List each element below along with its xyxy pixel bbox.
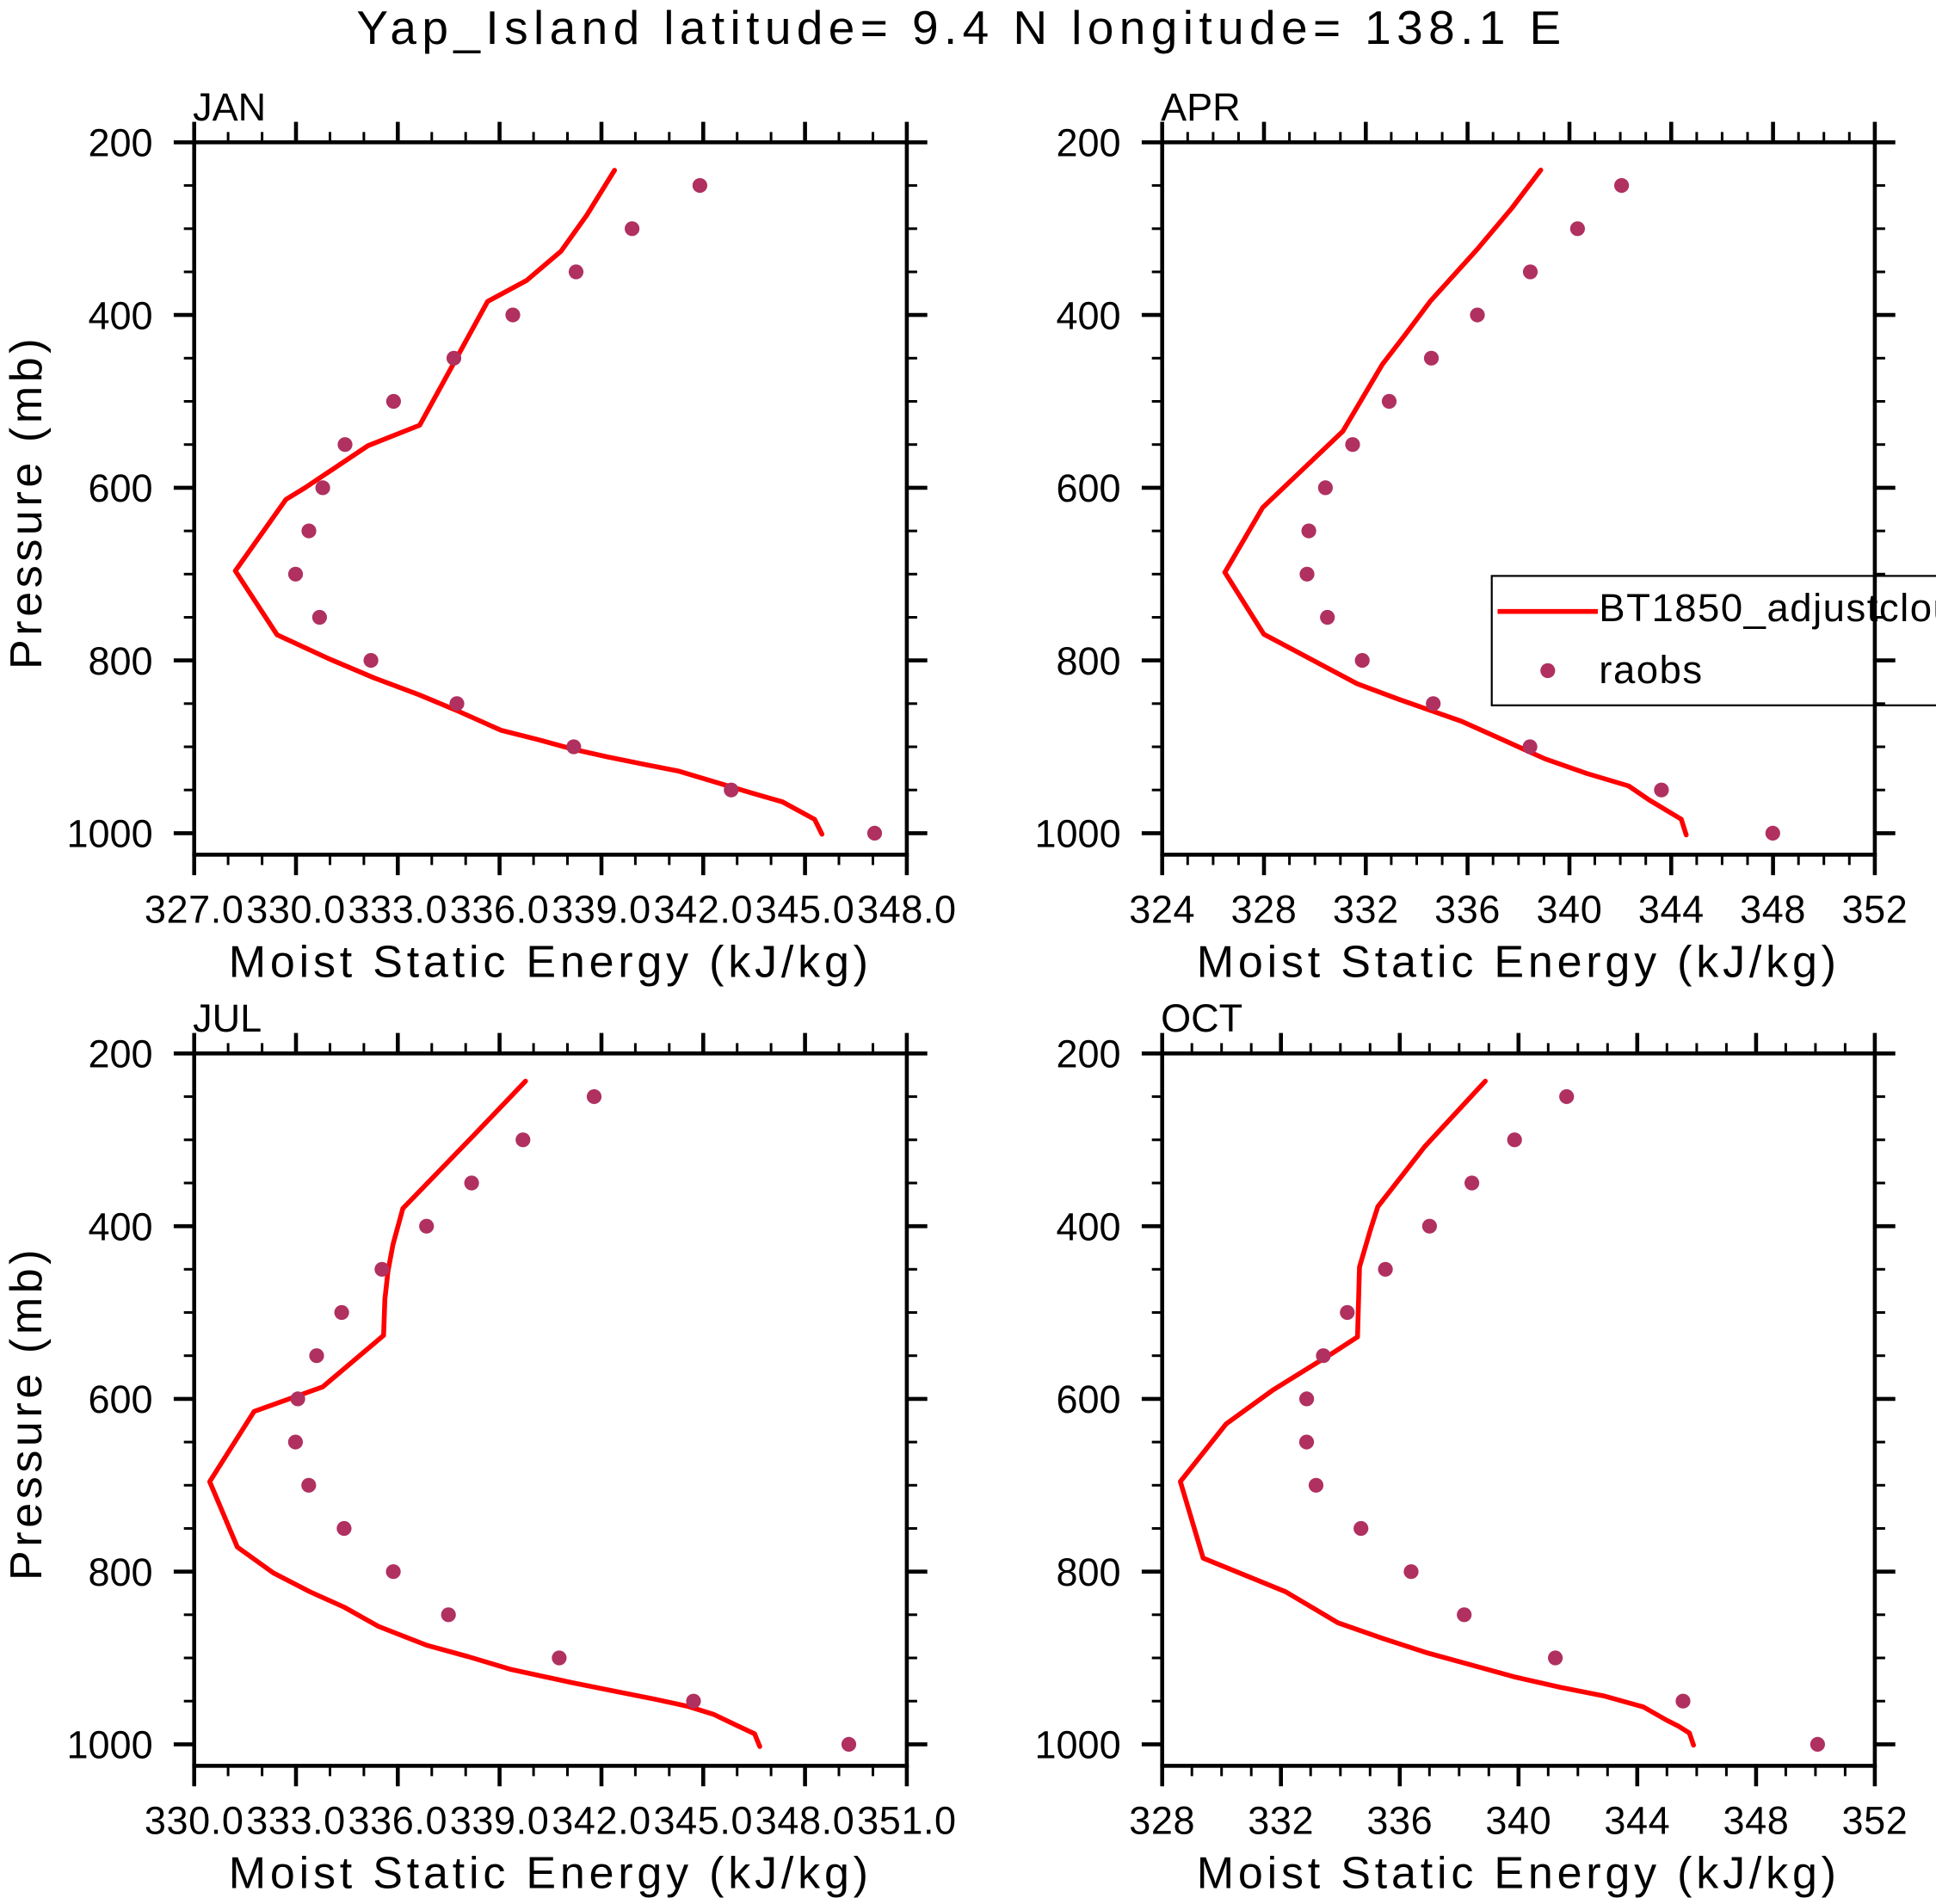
- svg-text:600: 600: [1057, 466, 1121, 510]
- svg-text:BT1850_adjustclouds: BT1850_adjustclouds: [1599, 586, 1936, 630]
- svg-text:332: 332: [1333, 888, 1399, 932]
- svg-text:351.0: 351.0: [857, 1799, 957, 1843]
- svg-text:344: 344: [1638, 888, 1705, 932]
- svg-text:800: 800: [89, 1550, 153, 1594]
- svg-text:200: 200: [89, 121, 153, 165]
- svg-text:348.0: 348.0: [857, 888, 957, 932]
- svg-text:345.0: 345.0: [755, 888, 855, 932]
- svg-text:1000: 1000: [66, 1723, 152, 1767]
- svg-text:Pressure (mb): Pressure (mb): [2, 1246, 52, 1581]
- svg-text:OCT: OCT: [1161, 996, 1242, 1040]
- svg-text:336.0: 336.0: [348, 1799, 447, 1843]
- svg-text:400: 400: [1057, 1205, 1121, 1248]
- svg-text:400: 400: [1057, 293, 1121, 337]
- svg-text:339.0: 339.0: [450, 1799, 550, 1843]
- svg-text:333.0: 333.0: [246, 1799, 346, 1843]
- svg-text:JUL: JUL: [193, 996, 262, 1040]
- svg-text:348: 348: [1723, 1799, 1789, 1843]
- svg-text:Moist Static Energy (kJ/kg): Moist Static Energy (kJ/kg): [1197, 937, 1840, 987]
- svg-text:800: 800: [1057, 639, 1121, 683]
- svg-text:348.0: 348.0: [755, 1799, 855, 1843]
- svg-text:352: 352: [1841, 1799, 1908, 1843]
- svg-text:Moist Static Energy (kJ/kg): Moist Static Energy (kJ/kg): [229, 937, 872, 987]
- svg-text:600: 600: [1057, 1377, 1121, 1421]
- svg-text:340: 340: [1537, 888, 1603, 932]
- svg-text:600: 600: [89, 466, 153, 510]
- svg-text:352: 352: [1841, 888, 1908, 932]
- svg-text:raobs: raobs: [1599, 648, 1703, 692]
- svg-text:Yap_Island latitude= 9.4 N l: Yap_Island latitude= 9.4 N longitude= 13…: [356, 1, 1566, 54]
- svg-text:336: 336: [1434, 888, 1501, 932]
- svg-text:330.0: 330.0: [145, 1799, 244, 1843]
- svg-text:800: 800: [89, 639, 153, 683]
- svg-text:200: 200: [1057, 121, 1121, 165]
- svg-text:1000: 1000: [1034, 812, 1120, 856]
- svg-text:400: 400: [89, 1205, 153, 1248]
- svg-text:200: 200: [89, 1032, 153, 1076]
- svg-text:340: 340: [1485, 1799, 1551, 1843]
- svg-text:332: 332: [1248, 1799, 1314, 1843]
- svg-text:344: 344: [1604, 1799, 1670, 1843]
- svg-text:342.0: 342.0: [552, 1799, 651, 1843]
- svg-text:328: 328: [1129, 1799, 1195, 1843]
- svg-text:800: 800: [1057, 1550, 1121, 1594]
- svg-text:200: 200: [1057, 1032, 1121, 1076]
- svg-text:345.0: 345.0: [653, 1799, 753, 1843]
- svg-text:400: 400: [89, 293, 153, 337]
- svg-text:1000: 1000: [66, 812, 152, 856]
- svg-text:JAN: JAN: [193, 85, 266, 129]
- svg-text:600: 600: [89, 1377, 153, 1421]
- svg-text:328: 328: [1231, 888, 1298, 932]
- svg-text:Moist Static Energy (kJ/kg): Moist Static Energy (kJ/kg): [1197, 1848, 1840, 1898]
- svg-text:348: 348: [1740, 888, 1806, 932]
- svg-text:339.0: 339.0: [552, 888, 651, 932]
- svg-text:330.0: 330.0: [246, 888, 346, 932]
- svg-text:APR: APR: [1161, 85, 1241, 129]
- svg-text:Pressure (mb): Pressure (mb): [2, 335, 52, 669]
- svg-text:327.0: 327.0: [145, 888, 244, 932]
- svg-text:324: 324: [1129, 888, 1195, 932]
- svg-text:Moist Static Energy (kJ/kg): Moist Static Energy (kJ/kg): [229, 1848, 872, 1898]
- svg-text:336: 336: [1366, 1799, 1433, 1843]
- svg-text:336.0: 336.0: [450, 888, 550, 932]
- svg-text:342.0: 342.0: [653, 888, 753, 932]
- svg-text:1000: 1000: [1034, 1723, 1120, 1767]
- svg-text:333.0: 333.0: [348, 888, 447, 932]
